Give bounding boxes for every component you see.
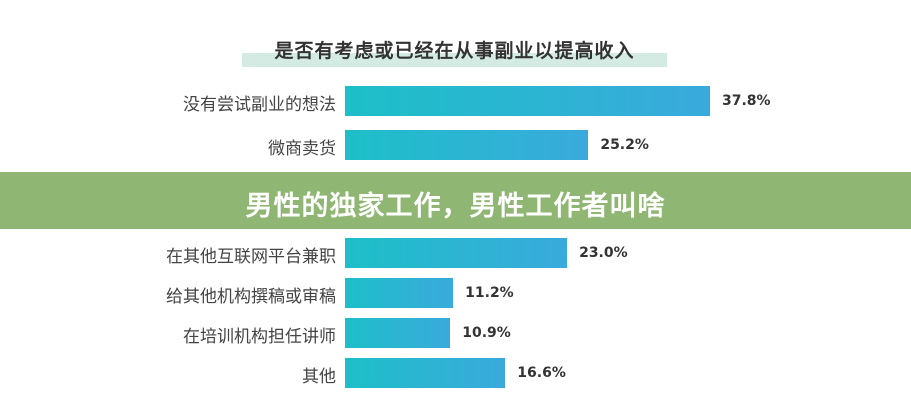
bar-row: 在培训机构担任讲师 10.9% (0, 318, 911, 348)
title-highlight (242, 53, 667, 67)
bar (345, 130, 589, 160)
bar-row: 其他 16.6% (0, 358, 911, 388)
category-label: 其他 (302, 367, 336, 387)
chart-title: 是否有考虑或已经在从事副业以提高收入 (274, 40, 635, 62)
data-label: 37.8% (722, 93, 771, 109)
bar (345, 238, 568, 268)
chart-title-wrap: 是否有考虑或已经在从事副业以提高收入 (242, 36, 667, 67)
data-label: 10.9% (462, 325, 511, 341)
banner-text: 男性的独家工作，男性工作者叫啥 (245, 191, 666, 222)
bar-row: 没有尝试副业的想法 37.8% (0, 86, 911, 116)
category-label: 微商卖货 (268, 139, 336, 159)
data-label: 16.6% (517, 365, 566, 381)
bar (345, 86, 710, 116)
bar (345, 318, 451, 348)
bar (345, 358, 506, 388)
category-label: 没有尝试副业的想法 (183, 95, 336, 115)
bar-row: 给其他机构撰稿或审稿 11.2% (0, 278, 911, 308)
overlay-banner: 男性的独家工作，男性工作者叫啥 (0, 172, 911, 229)
data-label: 11.2% (465, 285, 514, 301)
bar-row: 在其他互联网平台兼职 23.0% (0, 238, 911, 268)
bar (345, 278, 454, 308)
category-label: 在培训机构担任讲师 (183, 327, 336, 347)
category-label: 给其他机构撰稿或审稿 (166, 287, 336, 307)
bar-row: 微商卖货 25.2% (0, 130, 911, 160)
data-label: 23.0% (579, 245, 628, 261)
data-label: 25.2% (600, 137, 649, 153)
category-label: 在其他互联网平台兼职 (166, 247, 336, 267)
